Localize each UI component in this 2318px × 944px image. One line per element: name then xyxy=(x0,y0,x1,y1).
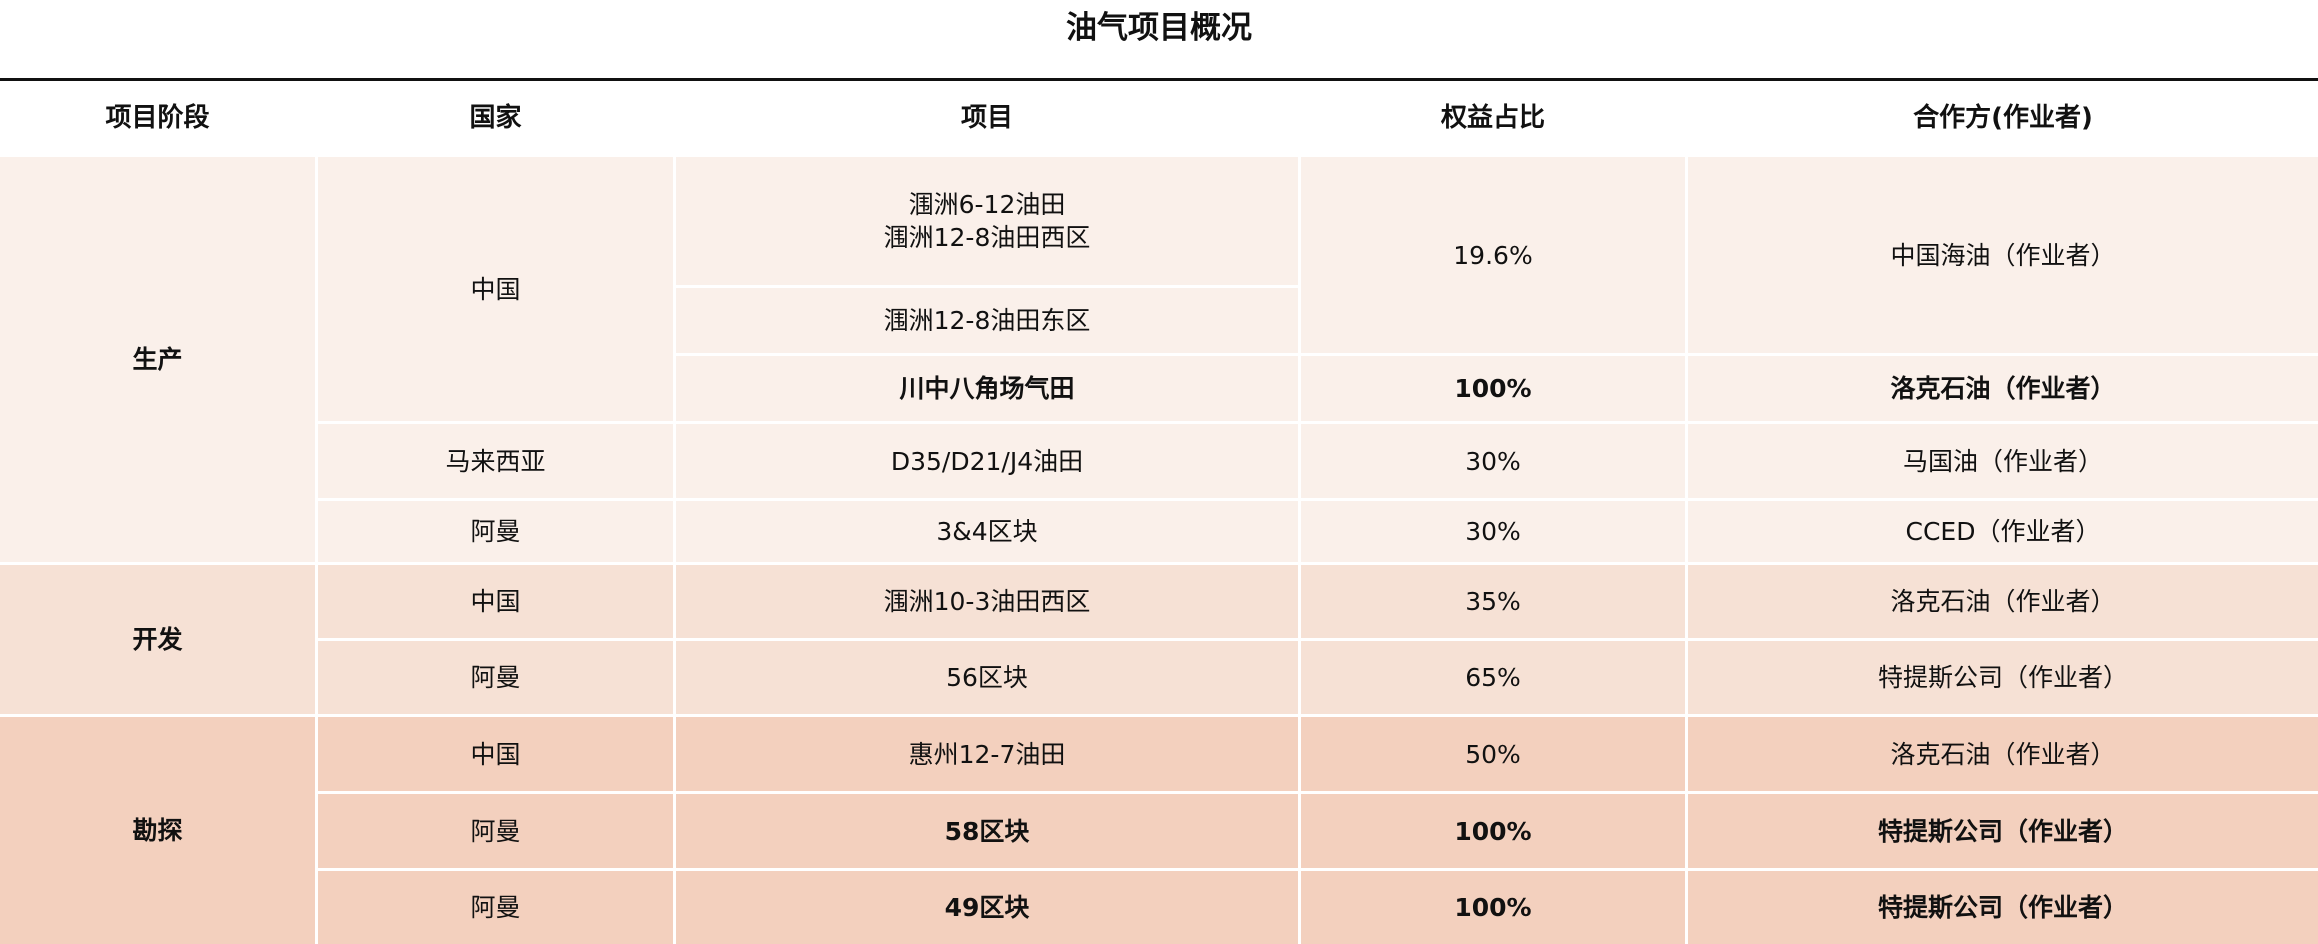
country-cell: 阿曼 xyxy=(318,794,673,868)
equity-cell: 100% xyxy=(1301,871,1685,944)
equity-cell: 100% xyxy=(1301,356,1685,421)
country-cell: 阿曼 xyxy=(318,871,673,944)
equity-cell: 65% xyxy=(1301,641,1685,714)
project-cell: 惠州12-7油田 xyxy=(676,717,1298,791)
country-cell: 阿曼 xyxy=(318,641,673,714)
header-equity: 权益占比 xyxy=(1301,81,1685,155)
equity-cell: 30% xyxy=(1301,501,1685,562)
project-cell: 涠洲6-12油田 涠洲12-8油田西区 xyxy=(676,157,1298,285)
country-cell: 中国 xyxy=(318,717,673,791)
project-cell: 涠洲10-3油田西区 xyxy=(676,565,1298,638)
header-project: 项目 xyxy=(676,81,1298,155)
country-cell: 阿曼 xyxy=(318,501,673,562)
partner-cell: 特提斯公司（作业者） xyxy=(1688,871,2318,944)
project-cell: 涠洲12-8油田东区 xyxy=(676,288,1298,353)
header-country: 国家 xyxy=(318,81,673,155)
page-title: 油气项目概况 xyxy=(1066,10,1252,46)
country-cell: 中国 xyxy=(318,565,673,638)
equity-cell: 50% xyxy=(1301,717,1685,791)
title-divider xyxy=(0,78,2318,81)
project-cell: 56区块 xyxy=(676,641,1298,714)
stage-production: 生产 xyxy=(0,157,315,562)
project-cell: 49区块 xyxy=(676,871,1298,944)
project-cell: 川中八角场气田 xyxy=(676,356,1298,421)
project-cell: D35/D21/J4油田 xyxy=(676,424,1298,498)
stage-exploration: 勘探 xyxy=(0,717,315,944)
equity-cell: 100% xyxy=(1301,794,1685,868)
stage-development: 开发 xyxy=(0,565,315,714)
equity-cell: 30% xyxy=(1301,424,1685,498)
partner-cell: 洛克石油（作业者） xyxy=(1688,565,2318,638)
header-stage: 项目阶段 xyxy=(0,81,315,155)
partner-cell: 马国油（作业者） xyxy=(1688,424,2318,498)
partner-cell: 洛克石油（作业者） xyxy=(1688,356,2318,421)
header-partner: 合作方(作业者) xyxy=(1688,81,2318,155)
partner-cell: 洛克石油（作业者） xyxy=(1688,717,2318,791)
partner-cell: CCED（作业者） xyxy=(1688,501,2318,562)
partner-cell: 特提斯公司（作业者） xyxy=(1688,794,2318,868)
partner-cell: 中国海油（作业者） xyxy=(1688,157,2318,353)
project-cell: 58区块 xyxy=(676,794,1298,868)
equity-cell: 19.6% xyxy=(1301,157,1685,353)
partner-cell: 特提斯公司（作业者） xyxy=(1688,641,2318,714)
country-cell: 马来西亚 xyxy=(318,424,673,498)
country-cell: 中国 xyxy=(318,157,673,421)
equity-cell: 35% xyxy=(1301,565,1685,638)
project-cell: 3&4区块 xyxy=(676,501,1298,562)
